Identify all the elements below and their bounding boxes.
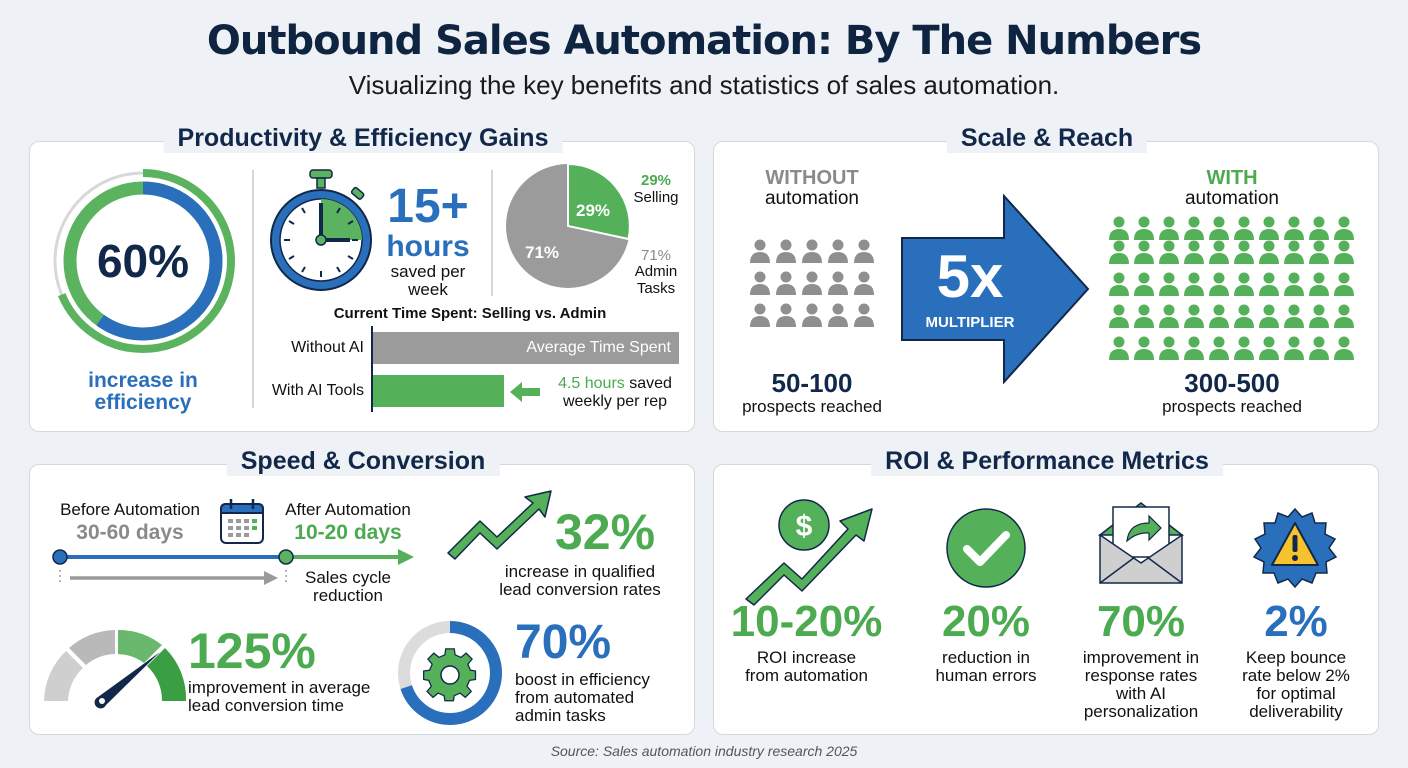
- gear-donut-chart: [398, 621, 502, 725]
- scale-panel-title: Scale & Reach: [946, 124, 1148, 153]
- scale-panel: Scale & Reach WITHOUT automation 50-100 …: [713, 124, 1379, 432]
- stopwatch-icon: [270, 169, 372, 291]
- hours-value: 15+: [387, 180, 469, 233]
- roi-metric-3-line4: personalization: [1083, 702, 1199, 721]
- efficiency-label-1: increase in: [88, 369, 198, 392]
- qualified-label-1: increase in qualified: [504, 562, 656, 581]
- without-value: 50-100: [771, 368, 853, 398]
- bar-chart-title: Current Time Spent: Selling vs. Admin: [333, 305, 607, 322]
- before-value: 30-60 days: [76, 521, 184, 544]
- pie-admin-label-2: Tasks: [636, 280, 676, 297]
- lead-time-label-2: lead conversion time: [188, 696, 344, 715]
- left-arrow-icon: [510, 382, 540, 402]
- roi-metric-4-line4: deliverability: [1249, 702, 1343, 721]
- qualified-value: 32%: [554, 504, 656, 560]
- after-value: 10-20 days: [294, 521, 402, 544]
- saved-text-2: weekly per rep: [562, 393, 668, 410]
- checkmark-circle-icon: [946, 508, 1026, 588]
- roi-metric-2-line2: human errors: [935, 666, 1037, 685]
- pie-selling-label: Selling: [633, 189, 679, 206]
- without-label: prospects reached: [742, 397, 882, 416]
- productivity-panel-title: Productivity & Efficiency Gains: [163, 124, 563, 153]
- bar-row1-label: Without AI: [291, 339, 364, 356]
- lead-time-value: 125%: [188, 623, 316, 679]
- saved-highlight: 4.5 hours: [558, 375, 625, 392]
- after-label: After Automation: [285, 500, 411, 519]
- saved-text: 4.5 hours saved weekly per rep: [540, 375, 690, 411]
- sales-cycle-timeline: [52, 549, 414, 585]
- with-label: prospects reached: [1162, 397, 1302, 416]
- roi-metric-1-line2: from automation: [745, 666, 868, 685]
- speed-panel: Speed & Conversion Before Automation 30-…: [29, 447, 695, 735]
- lead-time-label-1: improvement in average: [188, 678, 371, 697]
- speedometer-gauge-icon: [44, 629, 187, 709]
- bar-chart-axis: [371, 326, 373, 412]
- cycle-label-2: reduction: [313, 586, 383, 605]
- efficiency-label-2: efficiency: [94, 391, 192, 414]
- gear-icon: [423, 648, 477, 702]
- multiplier-value: 5x: [936, 243, 1004, 310]
- roi-metric-3-value: 70%: [1096, 597, 1186, 646]
- pie-admin-pct: 71%: [640, 247, 672, 264]
- productivity-panel: Productivity & Efficiency Gains 60% incr…: [29, 124, 695, 432]
- pie-selling-pct: 29%: [640, 172, 672, 189]
- roi-metric-3-line1: improvement in: [1082, 648, 1200, 667]
- svg-text:29%: 29%: [576, 201, 610, 220]
- with-heading: WITH: [1206, 167, 1258, 189]
- efficiency-value: 60%: [96, 235, 190, 287]
- with-sub: automation: [1184, 188, 1279, 209]
- page-title: Outbound Sales Automation: By The Number…: [206, 18, 1202, 64]
- svg-text:71%: 71%: [525, 243, 559, 262]
- divider: [252, 170, 254, 408]
- warning-badge-icon: [1252, 507, 1338, 589]
- roi-metric-4-line3: for optimal: [1256, 684, 1336, 703]
- roi-metric-4-line1: Keep bounce: [1245, 648, 1347, 667]
- without-heading: WITHOUT: [765, 167, 859, 189]
- time-split-pie-chart: 29% 71%: [506, 162, 631, 288]
- roi-metric-2-line1: reduction in: [942, 648, 1030, 667]
- admin-boost-label-1: boost in efficiency: [515, 670, 650, 689]
- qualified-label-2: lead conversion rates: [499, 580, 661, 599]
- before-label: Before Automation: [60, 500, 200, 519]
- divider: [491, 170, 493, 296]
- trend-up-arrow-icon: [447, 490, 552, 560]
- page-subtitle: Visualizing the key benefits and statist…: [348, 70, 1060, 100]
- roi-metric-3-line2: response rates: [1084, 666, 1198, 685]
- roi-metric-4-line2: rate below 2%: [1242, 666, 1350, 685]
- speed-panel-title: Speed & Conversion: [226, 447, 500, 476]
- without-sub: automation: [764, 188, 859, 209]
- efficiency-ring-chart: [51, 169, 235, 353]
- dollar-growth-icon: $: [745, 499, 873, 606]
- calendar-icon: [220, 499, 264, 544]
- bar-without-ai: Average Time Spent: [373, 332, 679, 364]
- hours-label-2: week: [408, 280, 448, 299]
- admin-boost-value: 70%: [515, 616, 612, 669]
- multiplier-label: MULTIPLIER: [925, 314, 1015, 331]
- roi-metric-1-line1: ROI increase: [756, 648, 857, 667]
- admin-boost-label-2: from automated: [515, 688, 635, 707]
- bar-row2-label: With AI Tools: [271, 382, 364, 399]
- multiplier-arrow-icon: [901, 194, 1090, 384]
- hours-unit: hours: [386, 230, 470, 263]
- roi-panel-title: ROI & Performance Metrics: [871, 447, 1223, 476]
- hours-label-1: saved per: [390, 262, 466, 281]
- roi-metric-1-value: 10-20%: [730, 597, 883, 646]
- roi-metric-4-value: 2%: [1264, 597, 1328, 646]
- roi-panel: ROI & Performance Metrics $ 10-20% ROI i…: [713, 447, 1379, 735]
- saved-text-1: saved: [629, 375, 672, 392]
- pie-admin-label-1: Admin: [634, 263, 678, 280]
- admin-boost-label-3: admin tasks: [515, 706, 606, 725]
- bar-with-ai: [373, 375, 504, 407]
- people-group-green-icon: [1109, 216, 1354, 360]
- cycle-label-1: Sales cycle: [305, 568, 391, 587]
- people-group-gray-icon: [750, 239, 874, 327]
- source-footer: Source: Sales automation industry resear…: [550, 743, 858, 759]
- roi-metric-3-line3: with AI: [1115, 684, 1167, 703]
- with-value: 300-500: [1184, 368, 1280, 398]
- svg-text:$: $: [796, 510, 813, 543]
- roi-metric-2-value: 20%: [941, 597, 1031, 646]
- email-reply-icon: [1097, 502, 1185, 584]
